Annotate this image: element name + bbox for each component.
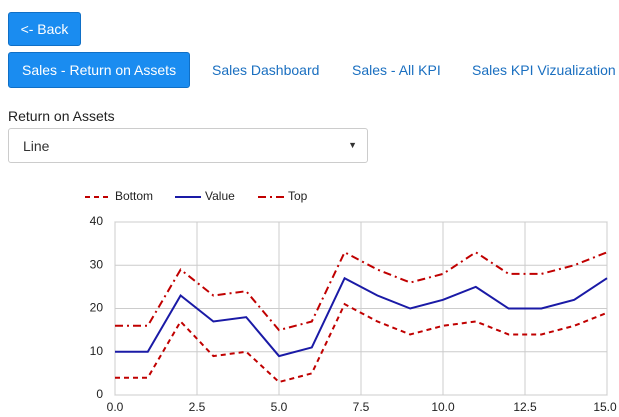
x-tick-label: 7.5	[353, 400, 370, 414]
select-value: Line	[23, 137, 50, 154]
x-tick-label: 5.0	[271, 400, 288, 414]
legend-label: Value	[205, 189, 235, 203]
y-tick-label: 10	[90, 344, 104, 358]
select[interactable]: Line ▼	[8, 128, 368, 163]
y-tick-label: 40	[90, 214, 104, 228]
y-tick-label: 0	[96, 387, 103, 401]
x-tick-label: 12.5	[513, 400, 537, 414]
x-tick-label: 10.0	[431, 400, 455, 414]
tab[interactable]: Sales - Return on Assets	[8, 52, 191, 88]
series-line	[115, 250, 608, 332]
chart: 0 10 20 30 40 0.0 2.5 5.0 7.5 10.0 12.5 15.0 Bottom V…	[85, 189, 617, 414]
x-tick-label: 15.0	[593, 400, 617, 414]
back-button[interactable]: <- Back	[8, 12, 81, 46]
legend-label: Bottom	[115, 189, 153, 203]
tab[interactable]: Sales - All KPI	[352, 62, 441, 78]
series-line	[115, 302, 608, 384]
x-tick-label: 2.5	[189, 400, 206, 414]
y-tick-label: 20	[90, 301, 104, 315]
legend-label: Top	[288, 189, 308, 203]
field-label: Return on Assets	[8, 108, 115, 124]
tab[interactable]: Sales KPI Vizualization	[472, 62, 616, 78]
series-line	[115, 276, 608, 358]
y-tick-label: 30	[90, 257, 104, 271]
select-arrow: ▼	[348, 140, 357, 150]
x-tick-label: 0.0	[107, 400, 124, 414]
tab[interactable]: Sales Dashboard	[212, 62, 320, 78]
